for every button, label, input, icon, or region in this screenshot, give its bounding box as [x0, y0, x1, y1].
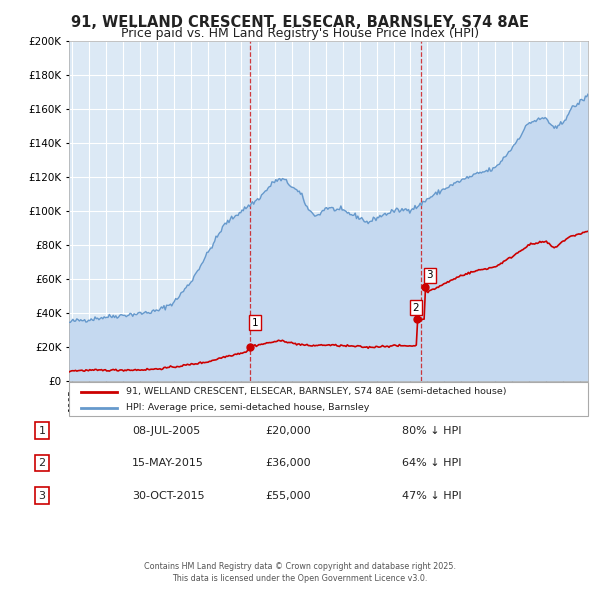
Text: £36,000: £36,000	[265, 458, 311, 468]
Text: 64% ↓ HPI: 64% ↓ HPI	[402, 458, 461, 468]
Text: 3: 3	[38, 491, 46, 500]
Text: £20,000: £20,000	[265, 426, 311, 435]
Text: 15-MAY-2015: 15-MAY-2015	[132, 458, 204, 468]
Text: 30-OCT-2015: 30-OCT-2015	[132, 491, 205, 500]
Text: HPI: Average price, semi-detached house, Barnsley: HPI: Average price, semi-detached house,…	[126, 403, 370, 412]
Text: 47% ↓ HPI: 47% ↓ HPI	[402, 491, 461, 500]
Text: 91, WELLAND CRESCENT, ELSECAR, BARNSLEY, S74 8AE (semi-detached house): 91, WELLAND CRESCENT, ELSECAR, BARNSLEY,…	[126, 387, 506, 396]
Text: Price paid vs. HM Land Registry's House Price Index (HPI): Price paid vs. HM Land Registry's House …	[121, 27, 479, 40]
Text: 1: 1	[252, 318, 259, 328]
Text: £55,000: £55,000	[265, 491, 311, 500]
Text: 91, WELLAND CRESCENT, ELSECAR, BARNSLEY, S74 8AE: 91, WELLAND CRESCENT, ELSECAR, BARNSLEY,…	[71, 15, 529, 30]
Text: 08-JUL-2005: 08-JUL-2005	[132, 426, 200, 435]
Text: 1: 1	[38, 426, 46, 435]
Text: 2: 2	[38, 458, 46, 468]
Text: 80% ↓ HPI: 80% ↓ HPI	[402, 426, 461, 435]
Text: 2: 2	[413, 303, 419, 313]
Text: 3: 3	[426, 270, 433, 280]
Text: Contains HM Land Registry data © Crown copyright and database right 2025.
This d: Contains HM Land Registry data © Crown c…	[144, 562, 456, 583]
